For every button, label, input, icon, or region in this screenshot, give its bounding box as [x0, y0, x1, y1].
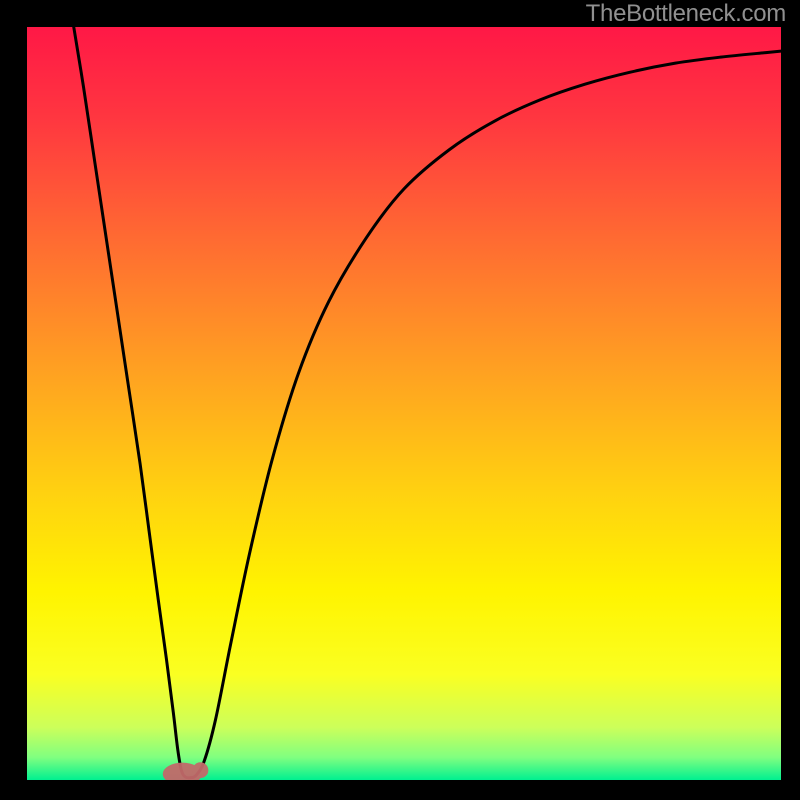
gradient-background — [27, 27, 781, 780]
bottleneck-chart: TheBottleneck.com — [0, 0, 800, 800]
plot-svg — [27, 27, 781, 780]
watermark-text: TheBottleneck.com — [586, 0, 786, 28]
